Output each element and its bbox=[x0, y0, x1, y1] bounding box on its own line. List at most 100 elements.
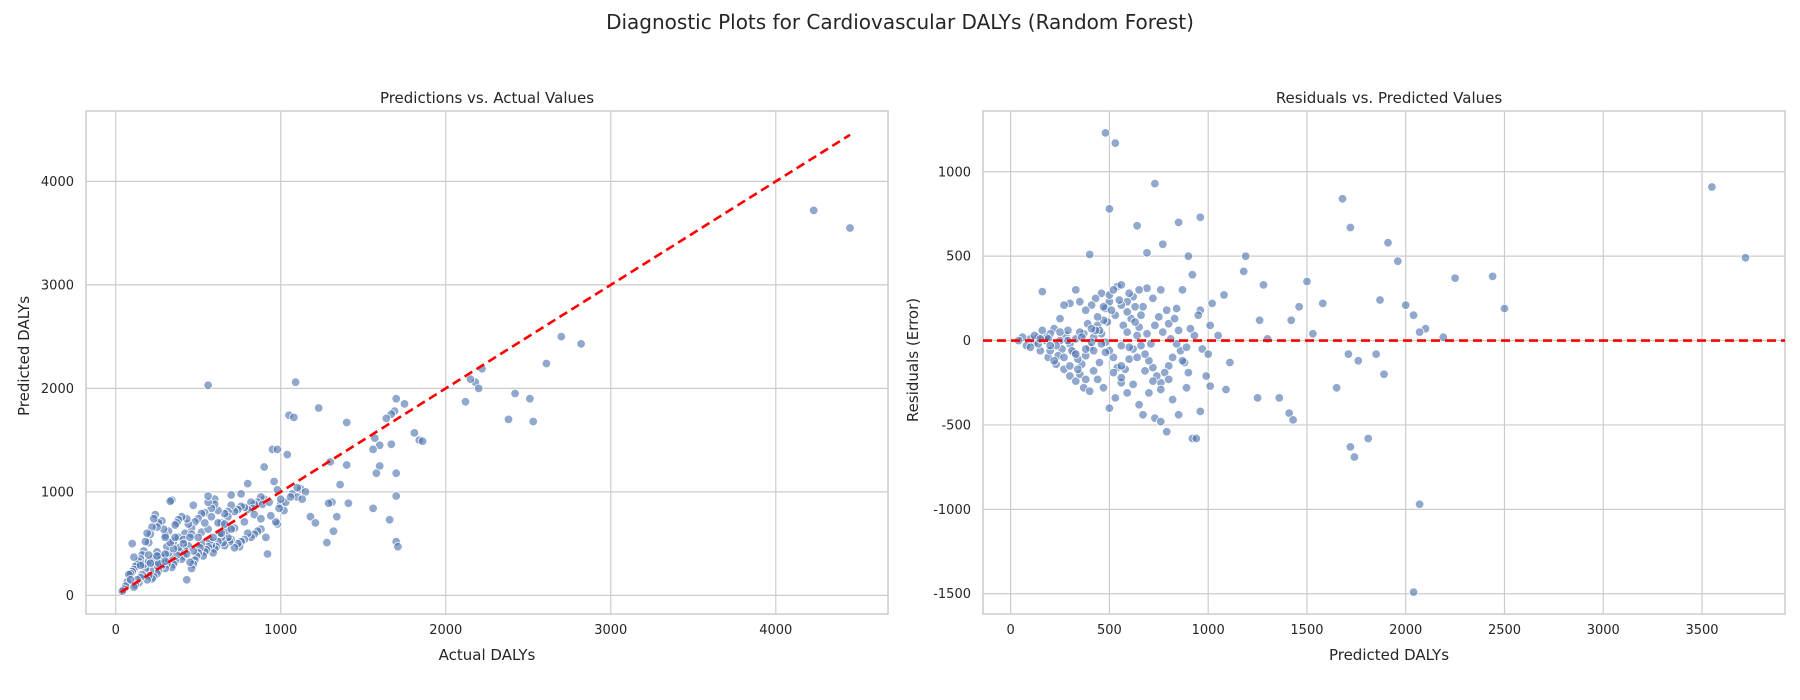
data-point bbox=[1092, 312, 1103, 322]
data-point bbox=[135, 560, 146, 571]
data-point bbox=[1707, 182, 1717, 192]
data-point bbox=[503, 414, 514, 425]
y-axis-label-residuals: Residuals (Error) bbox=[904, 298, 922, 422]
data-point bbox=[556, 331, 567, 342]
x-tick-label: 1000 bbox=[264, 623, 297, 638]
data-point bbox=[239, 517, 250, 527]
data-point bbox=[1205, 381, 1215, 391]
data-point bbox=[1108, 285, 1119, 295]
data-point bbox=[1071, 285, 1081, 295]
data-point bbox=[1114, 295, 1125, 305]
data-point bbox=[1124, 288, 1134, 299]
data-point bbox=[1205, 320, 1215, 331]
data-point bbox=[386, 439, 397, 450]
data-point bbox=[1219, 290, 1229, 300]
data-point bbox=[1262, 334, 1273, 344]
data-point bbox=[1183, 251, 1194, 261]
data-point bbox=[1156, 416, 1166, 427]
data-point bbox=[1337, 194, 1348, 204]
data-point bbox=[1086, 324, 1097, 334]
data-point bbox=[282, 449, 293, 460]
data-point bbox=[541, 358, 552, 369]
data-point bbox=[143, 550, 154, 560]
data-point bbox=[1213, 330, 1223, 341]
data-point bbox=[368, 444, 378, 455]
data-point bbox=[1195, 212, 1206, 223]
data-point bbox=[1140, 366, 1150, 376]
data-point bbox=[1345, 442, 1356, 452]
data-point bbox=[1136, 340, 1146, 351]
data-point bbox=[1136, 310, 1146, 320]
data-point bbox=[276, 494, 286, 504]
data-point bbox=[1037, 286, 1048, 297]
data-point bbox=[391, 394, 401, 404]
data-point bbox=[343, 498, 354, 509]
data-point bbox=[368, 503, 378, 514]
data-point bbox=[1092, 374, 1103, 385]
data-point bbox=[1187, 270, 1198, 280]
data-point bbox=[328, 526, 339, 536]
data-point bbox=[384, 515, 395, 525]
data-point bbox=[1059, 300, 1069, 310]
x-tick-label: 0 bbox=[1007, 623, 1015, 638]
data-point bbox=[1122, 327, 1132, 337]
data-point bbox=[1084, 386, 1095, 396]
data-point bbox=[391, 468, 401, 478]
plot-area-residuals bbox=[983, 111, 1785, 614]
data-point bbox=[1252, 393, 1263, 403]
data-point bbox=[1177, 285, 1188, 295]
data-point bbox=[1106, 305, 1117, 315]
data-point bbox=[203, 380, 213, 391]
data-point bbox=[1128, 379, 1138, 390]
data-point bbox=[305, 512, 316, 522]
data-point bbox=[310, 518, 321, 528]
data-point bbox=[125, 575, 136, 585]
data-point bbox=[1161, 305, 1172, 315]
data-point bbox=[1075, 297, 1085, 307]
data-point bbox=[266, 511, 276, 521]
data-point bbox=[1098, 383, 1109, 393]
panel-title-predictions-vs-actual: Predictions vs. Actual Values bbox=[380, 89, 594, 107]
data-point bbox=[342, 460, 352, 470]
data-point bbox=[1308, 329, 1318, 339]
y-tick-label: 1000 bbox=[41, 485, 74, 500]
data-point bbox=[1254, 315, 1265, 326]
data-point bbox=[226, 490, 236, 500]
data-point bbox=[1100, 128, 1111, 138]
data-point bbox=[1122, 307, 1132, 317]
data-point bbox=[1203, 349, 1213, 359]
data-point bbox=[1286, 315, 1296, 326]
data-point bbox=[242, 478, 253, 489]
data-point bbox=[1134, 400, 1144, 410]
data-point bbox=[1138, 410, 1148, 420]
data-point bbox=[1108, 367, 1119, 378]
x-tick-label: 1500 bbox=[1290, 623, 1323, 638]
data-point bbox=[1035, 334, 1046, 344]
data-point bbox=[1134, 285, 1144, 295]
x-tick-label: 4000 bbox=[759, 623, 792, 638]
data-point bbox=[393, 542, 403, 552]
data-point bbox=[262, 549, 273, 559]
data-point bbox=[323, 498, 334, 509]
data-point bbox=[322, 537, 332, 548]
data-point bbox=[1363, 433, 1373, 444]
data-point bbox=[181, 575, 192, 585]
data-point bbox=[1408, 587, 1419, 597]
data-point bbox=[193, 532, 203, 543]
data-point bbox=[528, 416, 538, 427]
data-point bbox=[1161, 427, 1172, 437]
figure-title: Diagnostic Plots for Cardiovascular DALY… bbox=[606, 10, 1194, 34]
data-point bbox=[1148, 362, 1158, 373]
data-point bbox=[1349, 452, 1360, 462]
data-point bbox=[1197, 344, 1208, 354]
data-point bbox=[1116, 340, 1127, 351]
data-point bbox=[1025, 342, 1036, 353]
data-point bbox=[261, 532, 271, 543]
data-point bbox=[1156, 384, 1166, 395]
data-point bbox=[256, 514, 266, 524]
data-point bbox=[1132, 221, 1142, 231]
x-tick-label: 3500 bbox=[1685, 623, 1718, 638]
data-point bbox=[1080, 374, 1091, 385]
data-point bbox=[1201, 371, 1211, 381]
data-point bbox=[1130, 302, 1140, 312]
